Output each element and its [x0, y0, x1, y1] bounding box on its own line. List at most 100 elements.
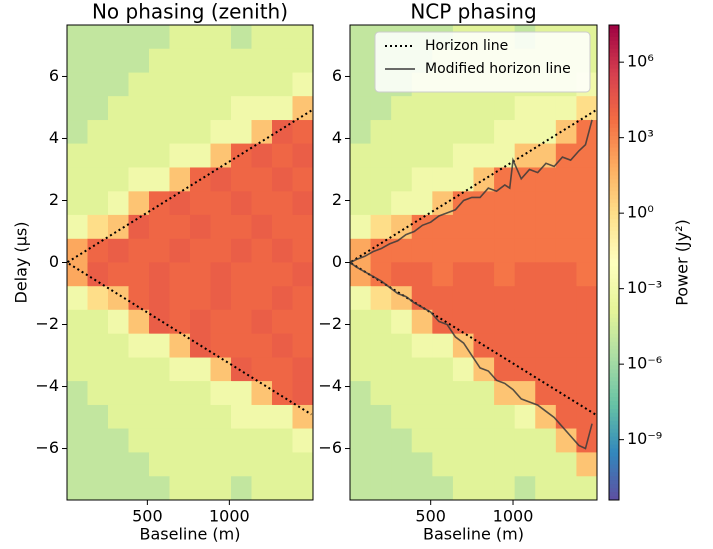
heatmap-cell	[272, 428, 293, 453]
colorbar-step	[609, 468, 619, 473]
heatmap-cell	[535, 120, 557, 145]
heatmap-cell	[494, 309, 516, 335]
heatmap-cell	[108, 214, 129, 240]
heatmap-cell	[190, 381, 211, 406]
heatmap-cell	[391, 428, 413, 453]
heatmap-cell	[190, 143, 211, 168]
heatmap-cell	[350, 428, 372, 453]
heatmap-cell	[473, 191, 495, 216]
heatmap-cell	[210, 452, 232, 477]
heatmap-cell	[494, 381, 516, 406]
heatmap-cell	[555, 214, 577, 240]
colorbar-step	[609, 104, 619, 109]
heatmap-cell	[128, 72, 150, 97]
heatmap-cell	[128, 381, 150, 406]
heatmap-cell	[128, 167, 150, 192]
colorbar-step	[609, 187, 619, 192]
heatmap-cell	[411, 381, 433, 406]
colorbar-step	[609, 167, 619, 172]
colorbar-step	[609, 175, 619, 180]
x-tick-label: 1000	[209, 507, 250, 526]
heatmap-cell	[67, 167, 88, 192]
heatmap-cell	[190, 262, 211, 287]
heatmap-cell	[210, 167, 232, 192]
colorbar-step	[609, 44, 619, 50]
heatmap-cell	[149, 191, 170, 216]
heatmap-cell	[350, 381, 372, 406]
heatmap-cell	[391, 238, 413, 264]
colorbar-step	[609, 357, 619, 362]
heatmap-cell	[190, 214, 211, 240]
heatmap-cell	[231, 72, 252, 97]
heatmap-cell	[67, 262, 88, 287]
heatmap	[350, 25, 597, 500]
heatmap-cell	[555, 167, 577, 192]
heatmap-cell	[251, 167, 273, 192]
heatmap-cell	[128, 404, 150, 430]
colorbar-tick-label: 10³	[627, 127, 654, 146]
heatmap-cell	[350, 286, 372, 311]
heatmap-cell	[432, 238, 454, 264]
heatmap-cell	[169, 214, 191, 240]
colorbar-step	[609, 48, 619, 54]
heatmap-cell	[128, 333, 150, 359]
colorbar-step	[609, 195, 619, 200]
heatmap-cell	[411, 404, 433, 430]
colorbar-step	[609, 211, 619, 216]
colorbar-step	[609, 246, 619, 252]
heatmap-cell	[272, 25, 293, 50]
heatmap-cell	[350, 452, 372, 477]
heatmap-cell	[149, 476, 170, 500]
heatmap-cell	[535, 309, 557, 335]
heatmap-cell	[190, 452, 211, 477]
heatmap-cell	[128, 120, 150, 145]
heatmap-cell	[87, 25, 109, 50]
heatmap-cell	[555, 96, 577, 121]
heatmap-cell	[292, 238, 313, 264]
y-tick-label: 6	[49, 66, 59, 85]
heatmap-cell	[210, 238, 232, 264]
colorbar-step	[609, 369, 619, 374]
heatmap-cell	[149, 404, 170, 430]
heatmap-cell	[67, 428, 88, 453]
heatmap-cell	[535, 428, 557, 453]
colorbar-step	[609, 215, 619, 220]
colorbar-step	[609, 420, 619, 426]
heatmap-cell	[432, 381, 454, 406]
heatmap-cell	[149, 143, 170, 168]
y-tick-label: −2	[35, 314, 59, 333]
heatmap-cell	[555, 262, 577, 287]
heatmap-cell	[87, 309, 109, 335]
heatmap-cell	[149, 381, 170, 406]
heatmap-cell	[411, 214, 433, 240]
colorbar-step	[609, 306, 619, 311]
heatmap-cell	[108, 309, 129, 335]
heatmap-cell	[87, 428, 109, 453]
colorbar-step	[609, 100, 619, 105]
heatmap-cell	[251, 25, 273, 50]
colorbar-step	[609, 222, 619, 228]
heatmap-cell	[190, 404, 211, 430]
heatmap-cell	[169, 191, 191, 216]
heatmap-cell	[108, 357, 129, 382]
heatmap-cell	[391, 96, 413, 121]
heatmap-cell	[251, 238, 273, 264]
heatmap-cell	[272, 167, 293, 192]
heatmap-cell	[169, 72, 191, 97]
heatmap-cell	[272, 262, 293, 287]
heatmap-cell	[87, 143, 109, 168]
heatmap-cell	[350, 191, 372, 216]
heatmap-cell	[452, 452, 474, 477]
heatmap-cell	[350, 357, 372, 382]
heatmap-cell	[149, 48, 170, 74]
heatmap-cell	[251, 214, 273, 240]
colorbar-step	[609, 302, 619, 307]
heatmap-cell	[128, 191, 150, 216]
colorbar-step	[609, 286, 619, 291]
colorbar-step	[609, 405, 619, 410]
colorbar-step	[609, 88, 619, 93]
heatmap-cell	[473, 404, 495, 430]
heatmap-cell	[292, 167, 313, 192]
heatmap-cell	[231, 404, 252, 430]
